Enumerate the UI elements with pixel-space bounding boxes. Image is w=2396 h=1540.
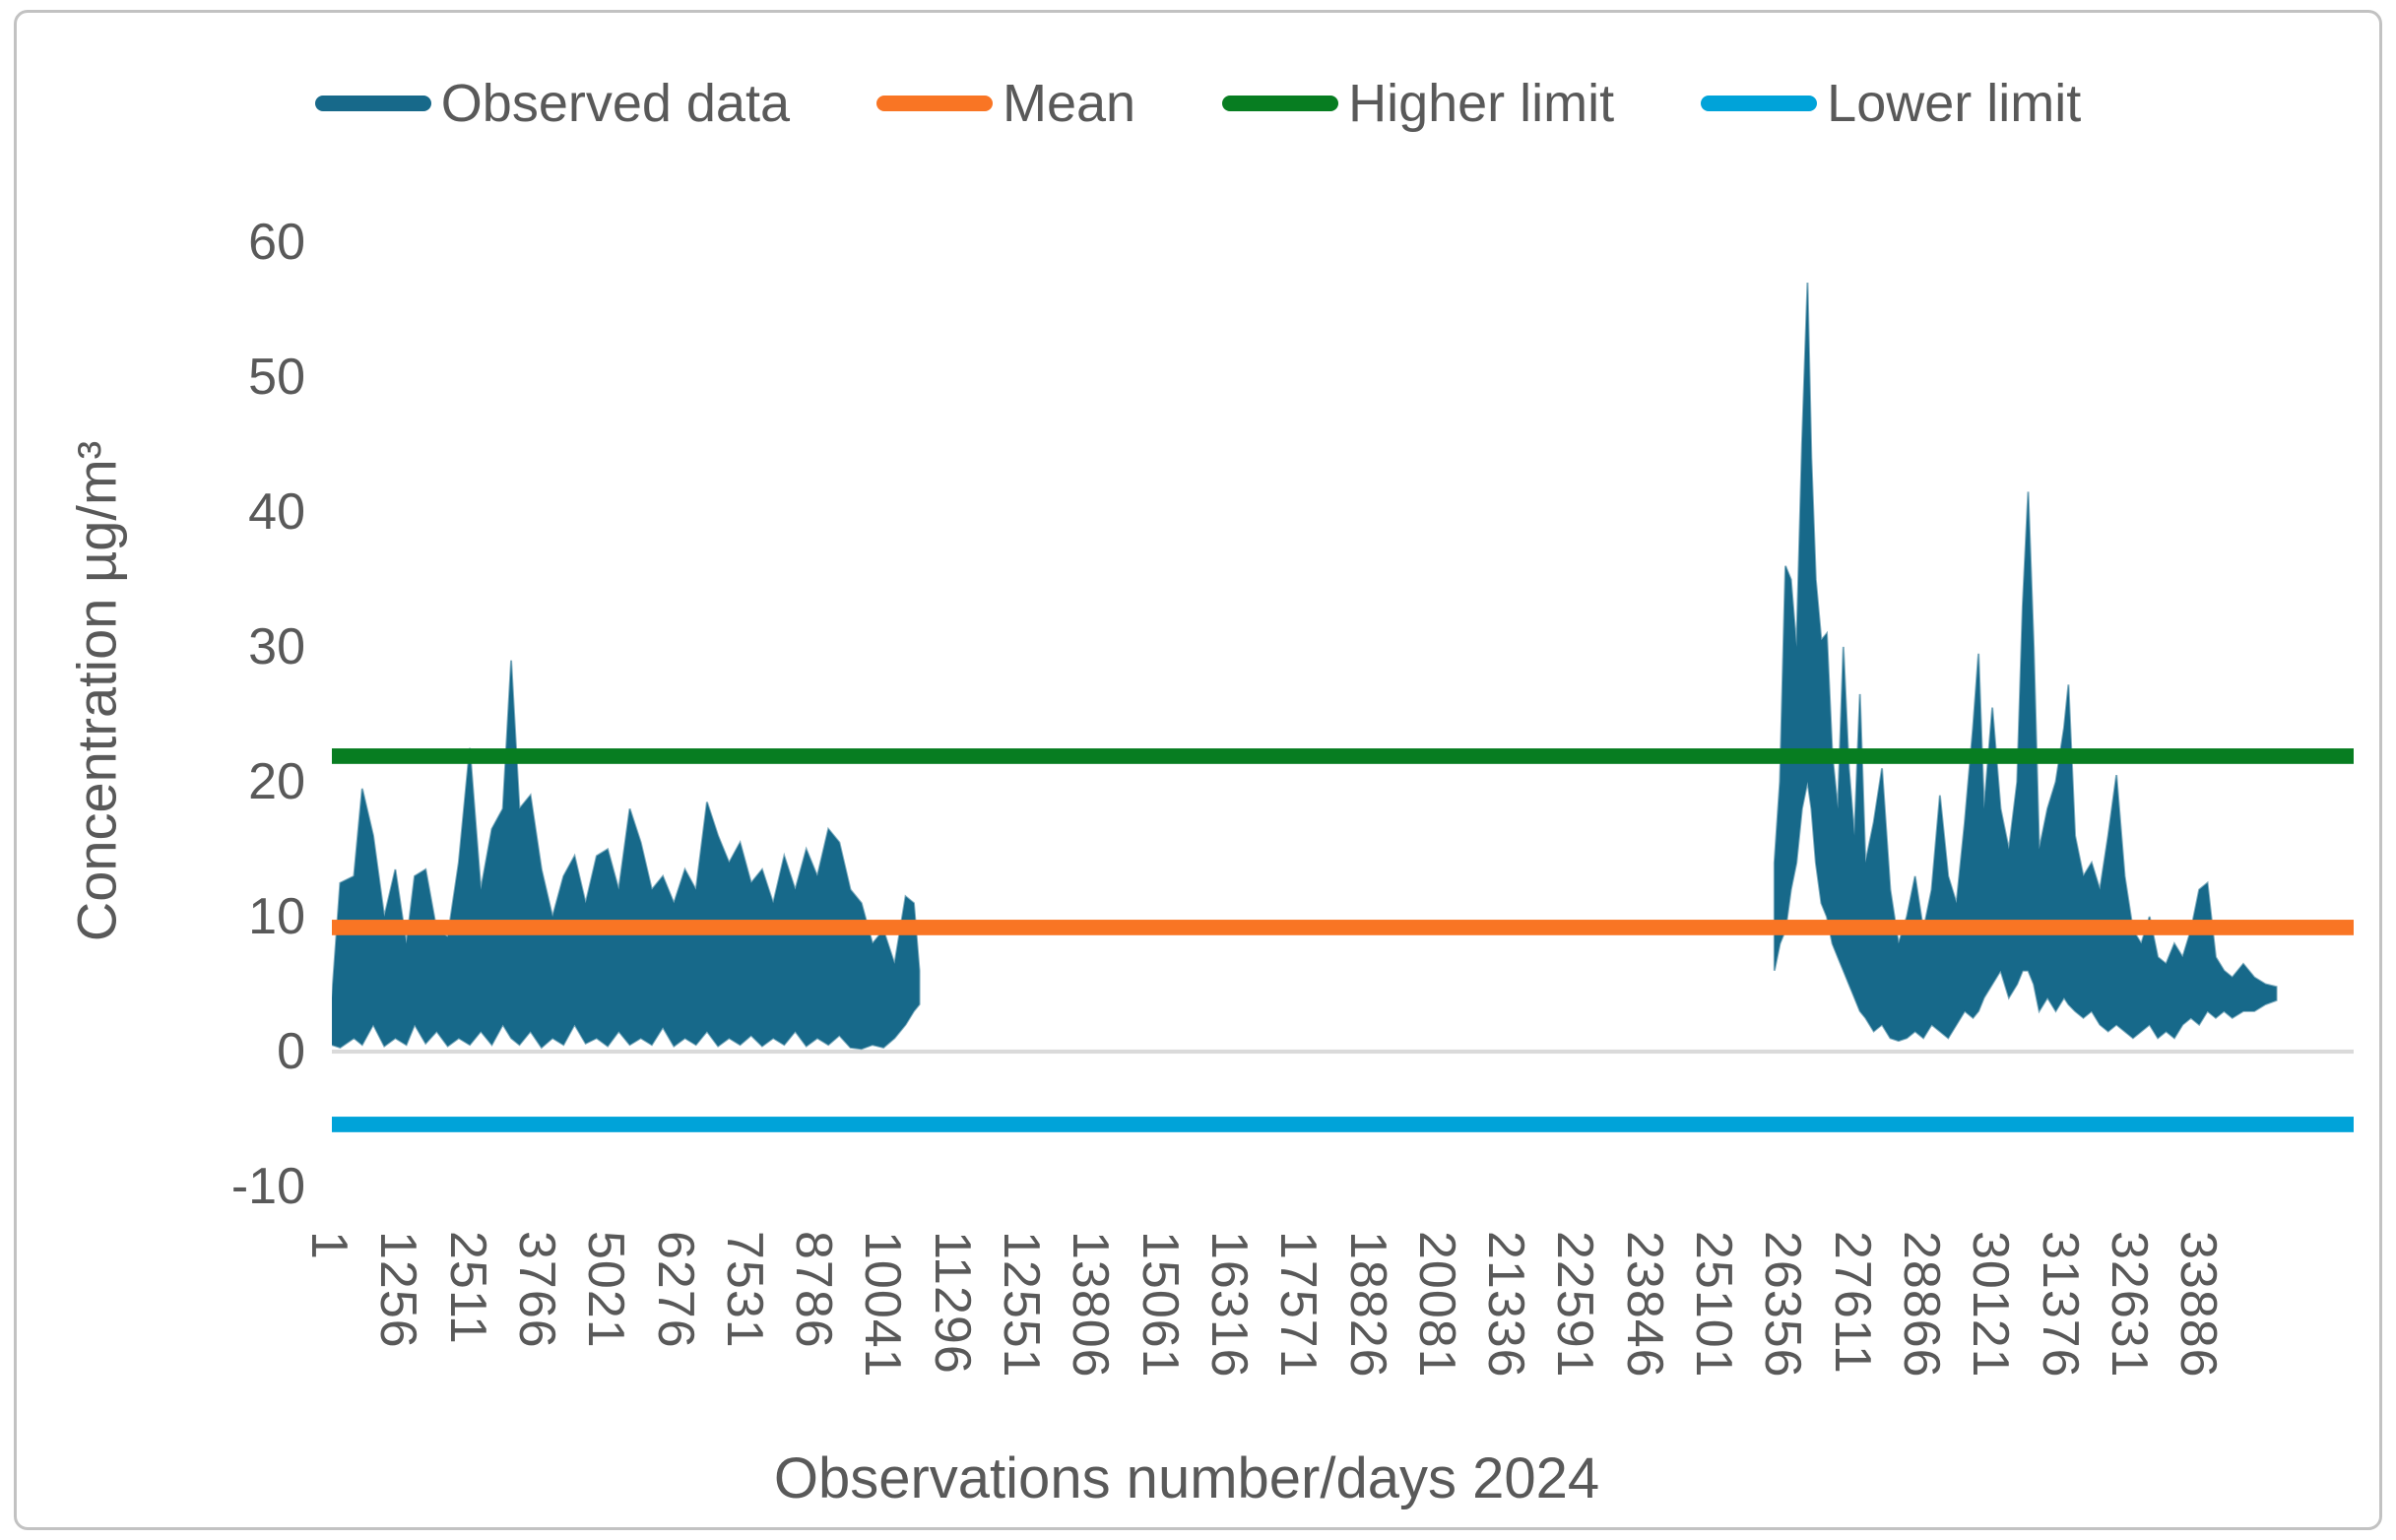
y-tick-label: 30: [248, 618, 305, 675]
y-tick-label: 60: [248, 214, 305, 271]
x-tick-label: 10041: [854, 1231, 912, 1379]
x-tick-label: 18826: [1338, 1231, 1396, 1379]
x-tick-label: 33886: [2169, 1231, 2228, 1379]
x-tick-label: 32631: [2100, 1231, 2158, 1379]
x-tick-label: 30121: [1962, 1231, 2020, 1379]
lower-limit-line: [332, 1117, 2354, 1132]
x-tick-label: 21336: [1477, 1231, 1535, 1379]
legend-swatch-icon: [876, 96, 993, 111]
y-tick-label: 40: [248, 483, 305, 541]
x-tick-label: 28866: [1892, 1231, 1950, 1379]
legend-swatch-icon: [314, 96, 431, 111]
x-tick-label: 26356: [1754, 1231, 1812, 1379]
x-tick-label: 2511: [438, 1231, 496, 1345]
x-tick-label: 6276: [646, 1231, 704, 1349]
x-tick-label: 23846: [1615, 1231, 1673, 1379]
legend-swatch-icon: [1701, 96, 1818, 111]
y-tick-label: 0: [277, 1023, 305, 1080]
legend-item-lower-limit: Lower limit: [1701, 73, 2081, 134]
x-tick-label: 1256: [369, 1231, 427, 1349]
x-tick-label: 8786: [785, 1231, 843, 1349]
legend-item-higher-limit: Higher limit: [1222, 73, 1614, 134]
x-tick-label: 12551: [993, 1231, 1051, 1379]
x-tick-label: 15061: [1131, 1231, 1189, 1379]
x-tick-label: 11296: [923, 1231, 981, 1375]
x-tick-label: 22591: [1546, 1231, 1604, 1379]
chart-legend: Observed data Mean Higher limit Lower limit: [0, 67, 2396, 140]
x-tick-label: 20081: [1407, 1231, 1465, 1379]
x-tick-label: 16316: [1199, 1231, 1258, 1379]
x-tick-label: 3766: [507, 1231, 565, 1349]
mean-line: [332, 920, 2354, 935]
x-tick-label: 5021: [577, 1231, 635, 1349]
y-tick-label: 50: [248, 349, 305, 406]
legend-label: Mean: [1003, 74, 1136, 133]
observed-data-series: [1775, 283, 2277, 1041]
x-axis-title: Observations number/days 2024: [773, 1446, 1600, 1510]
x-tick-label: 17571: [1269, 1231, 1328, 1379]
x-tick-label: 31376: [2031, 1231, 2089, 1379]
higher-limit-line: [332, 748, 2354, 764]
y-axis-title: Concentration µg/m³: [65, 440, 128, 942]
y-tick-label: 20: [248, 753, 305, 810]
y-tick-label: -10: [230, 1158, 305, 1215]
legend-label: Higher limit: [1348, 74, 1615, 133]
y-tick-label: 10: [248, 888, 305, 945]
x-tick-label: 13806: [1062, 1231, 1120, 1379]
x-tick-label: 25101: [1685, 1231, 1743, 1379]
legend-label: Observed data: [440, 74, 790, 133]
legend-item-mean: Mean: [876, 73, 1135, 134]
x-tick-label: 27611: [1823, 1231, 1881, 1375]
legend-item-observed-data: Observed data: [314, 73, 790, 134]
x-tick-label: 1: [300, 1231, 358, 1260]
plot-area: [332, 182, 2354, 1132]
zero-gridline: [332, 1049, 2354, 1055]
observed-data-series: [332, 661, 920, 1050]
legend-label: Lower limit: [1827, 74, 2082, 133]
x-tick-label: 7531: [715, 1231, 773, 1349]
legend-swatch-icon: [1222, 96, 1339, 111]
